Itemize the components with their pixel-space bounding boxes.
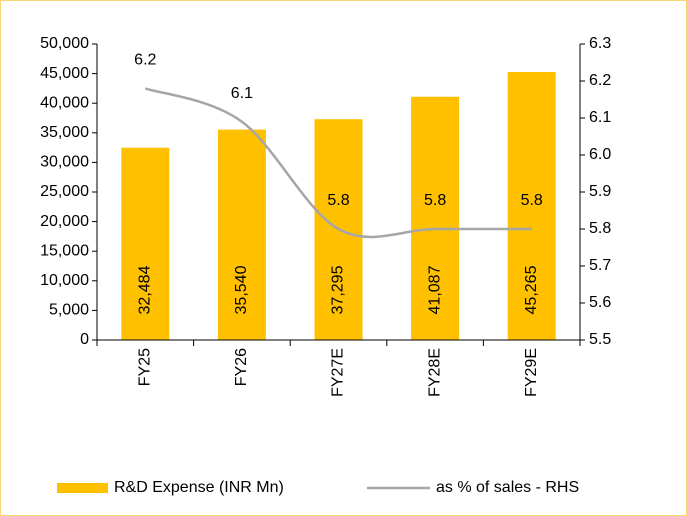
y-tick-label: 25,000 xyxy=(40,183,89,200)
bar-value-label: 45,265 xyxy=(523,265,540,314)
y2-tick-label: 6.3 xyxy=(589,35,611,52)
line-value-label: 5.8 xyxy=(424,192,446,209)
y2-tick-label: 5.5 xyxy=(589,331,611,348)
bar-value-label: 41,087 xyxy=(426,265,443,314)
y2-tick-label: 6.0 xyxy=(589,146,611,163)
y-tick-label: 30,000 xyxy=(40,154,89,171)
line-value-label: 6.1 xyxy=(231,85,253,102)
y2-tick-label: 5.8 xyxy=(589,220,611,237)
x-tick-label: FY27E xyxy=(330,348,347,397)
y-tick-label: 35,000 xyxy=(40,124,89,141)
y2-tick-label: 5.9 xyxy=(589,183,611,200)
bar-value-label: 32,484 xyxy=(137,265,154,314)
line-value-label: 5.8 xyxy=(521,192,543,209)
y2-tick-label: 6.2 xyxy=(589,72,611,89)
bar xyxy=(121,147,170,340)
y2-tick-label: 6.1 xyxy=(589,109,611,126)
x-tick-label: FY29E xyxy=(523,348,540,397)
x-tick-label: FY28E xyxy=(426,348,443,397)
y2-tick-label: 5.7 xyxy=(589,257,611,274)
x-tick-label: FY26 xyxy=(233,348,250,386)
y-tick-label: 50,000 xyxy=(40,35,89,52)
y-tick-label: 0 xyxy=(80,331,89,348)
bar xyxy=(507,72,556,341)
y-tick-label: 20,000 xyxy=(40,213,89,230)
line xyxy=(144,87,532,239)
y-tick-label: 5,000 xyxy=(49,302,89,319)
x-tick-label: FY25 xyxy=(137,348,154,386)
line-value-label: 5.8 xyxy=(327,192,349,209)
legend-label: R&D Expense (INR Mn) xyxy=(114,479,284,496)
legend-label: as % of sales - RHS xyxy=(436,479,579,496)
y-tick-label: 40,000 xyxy=(40,94,89,111)
bar xyxy=(411,96,460,341)
bar-value-label: 35,540 xyxy=(233,265,250,314)
y2-tick-label: 5.6 xyxy=(589,294,611,311)
bar-value-label: 37,295 xyxy=(330,265,347,314)
y-tick-label: 45,000 xyxy=(40,65,89,82)
line-value-label: 6.2 xyxy=(134,52,156,69)
legend-swatch xyxy=(57,483,108,493)
bar xyxy=(217,129,266,340)
y-tick-label: 15,000 xyxy=(40,242,89,259)
y-tick-label: 10,000 xyxy=(40,272,89,289)
